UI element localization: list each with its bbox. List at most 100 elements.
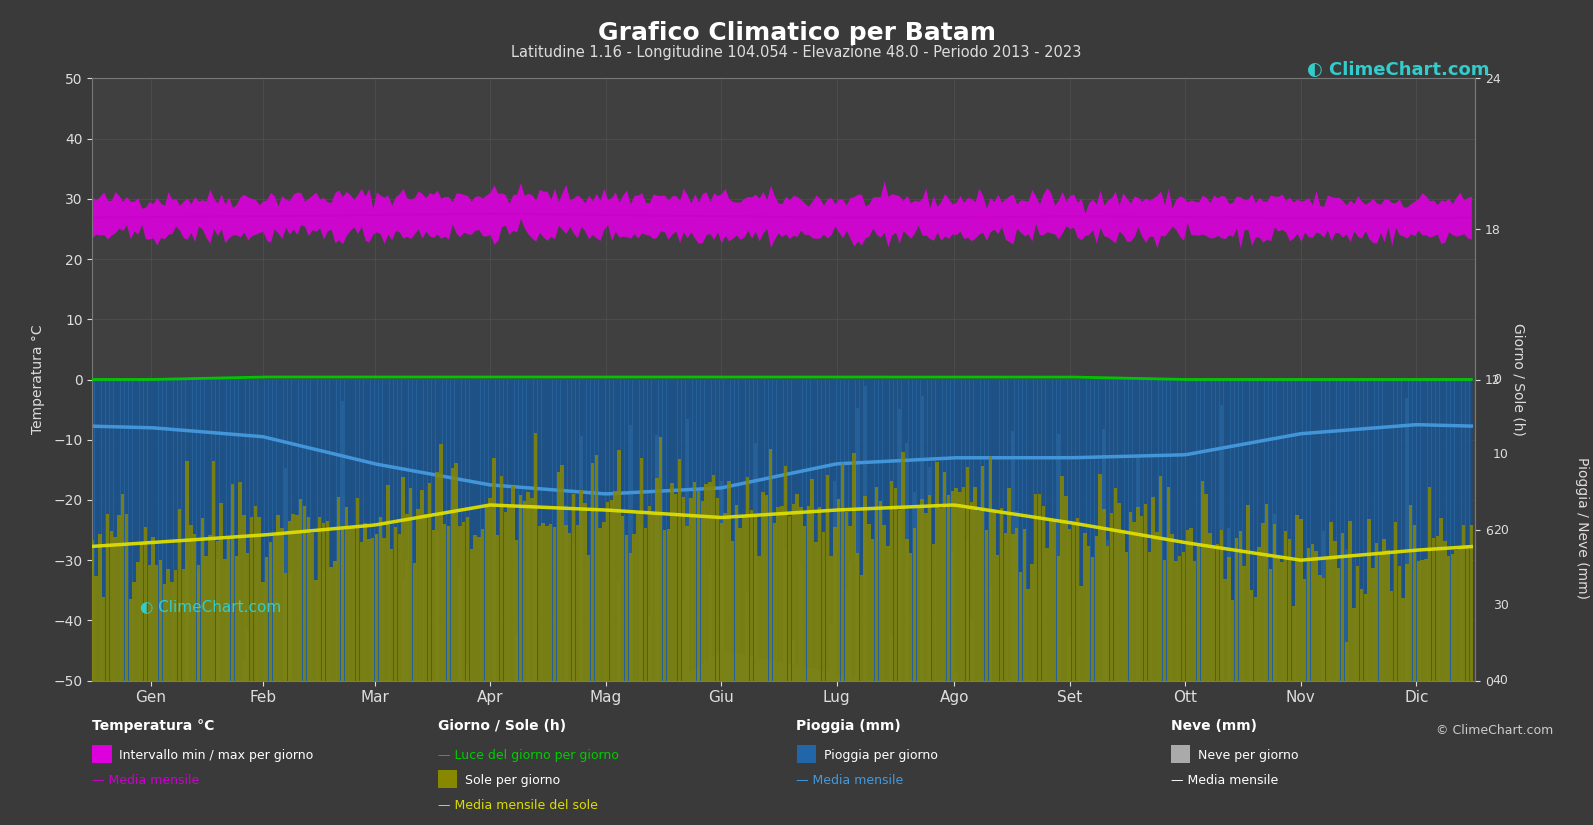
Bar <box>679 380 682 679</box>
Bar <box>1289 380 1290 742</box>
Bar <box>927 496 932 681</box>
Bar <box>476 537 481 681</box>
Bar <box>1182 552 1185 681</box>
Bar <box>1416 560 1419 681</box>
Bar <box>470 549 473 681</box>
Bar <box>124 514 127 681</box>
Bar <box>1337 380 1340 825</box>
Bar <box>905 380 908 443</box>
Bar <box>935 462 938 681</box>
Bar <box>371 538 374 681</box>
Bar <box>943 380 946 705</box>
Bar <box>1446 380 1450 825</box>
Bar <box>1177 556 1182 681</box>
Bar <box>185 461 190 681</box>
Bar <box>1133 522 1136 681</box>
Bar <box>421 380 424 747</box>
Bar <box>269 542 272 681</box>
Bar <box>613 380 616 723</box>
Bar <box>1067 529 1072 681</box>
Bar <box>212 380 215 747</box>
Bar <box>1042 506 1045 681</box>
Bar <box>618 380 621 581</box>
Bar <box>1341 533 1344 681</box>
Bar <box>583 503 586 681</box>
Bar <box>663 380 666 690</box>
Bar <box>212 461 215 681</box>
Bar <box>489 498 492 681</box>
Bar <box>1273 524 1276 681</box>
Bar <box>800 380 803 564</box>
Bar <box>1440 517 1443 681</box>
Bar <box>538 380 542 717</box>
Bar <box>94 380 97 825</box>
Bar <box>935 380 938 702</box>
Bar <box>644 380 647 702</box>
Bar <box>1470 380 1474 825</box>
Text: 30: 30 <box>1493 599 1509 612</box>
Bar <box>405 380 408 559</box>
Bar <box>1149 380 1150 825</box>
Y-axis label: Giorno / Sole (h): Giorno / Sole (h) <box>1512 323 1526 436</box>
Bar <box>1462 380 1466 825</box>
Bar <box>1231 380 1235 825</box>
Bar <box>1391 591 1394 681</box>
Bar <box>1287 539 1292 681</box>
Bar <box>1364 593 1367 681</box>
Bar <box>591 463 594 681</box>
Bar <box>500 380 503 710</box>
Bar <box>303 380 306 810</box>
Bar <box>814 380 817 669</box>
Bar <box>1098 474 1102 681</box>
Bar <box>295 515 298 681</box>
Bar <box>723 513 726 681</box>
Bar <box>99 380 102 825</box>
Bar <box>1050 380 1053 745</box>
Bar <box>671 483 674 681</box>
Bar <box>515 380 518 634</box>
Bar <box>781 380 784 662</box>
Bar <box>1352 380 1356 825</box>
Bar <box>734 380 738 653</box>
Bar <box>1141 516 1144 681</box>
Bar <box>1432 538 1435 681</box>
Bar <box>1386 380 1389 825</box>
Bar <box>1166 488 1169 681</box>
Bar <box>989 380 992 587</box>
Bar <box>508 380 511 710</box>
Bar <box>440 380 443 736</box>
Bar <box>110 531 113 681</box>
Bar <box>806 506 811 681</box>
Bar <box>569 534 572 681</box>
Bar <box>841 463 844 681</box>
Bar <box>94 576 97 681</box>
Bar <box>575 526 578 681</box>
Bar <box>644 528 647 681</box>
Bar <box>819 507 822 681</box>
Bar <box>1325 380 1329 825</box>
Bar <box>454 464 457 681</box>
Bar <box>1251 380 1254 615</box>
Bar <box>712 475 715 681</box>
Text: Intervallo min / max per giorno: Intervallo min / max per giorno <box>119 749 314 762</box>
Bar <box>1136 380 1139 457</box>
Bar <box>860 380 863 680</box>
Bar <box>753 380 757 443</box>
Bar <box>379 517 382 681</box>
Bar <box>897 511 902 681</box>
Bar <box>401 477 405 681</box>
Bar <box>996 380 999 724</box>
Bar <box>667 380 669 686</box>
Bar <box>409 380 413 753</box>
Bar <box>193 380 196 825</box>
Bar <box>1026 380 1029 736</box>
Bar <box>451 380 454 729</box>
Bar <box>591 380 594 727</box>
Bar <box>1144 504 1147 681</box>
Bar <box>921 380 924 396</box>
Bar <box>478 380 481 714</box>
Bar <box>162 584 166 681</box>
Bar <box>1083 533 1086 681</box>
Bar <box>792 380 795 639</box>
Bar <box>1106 546 1109 681</box>
